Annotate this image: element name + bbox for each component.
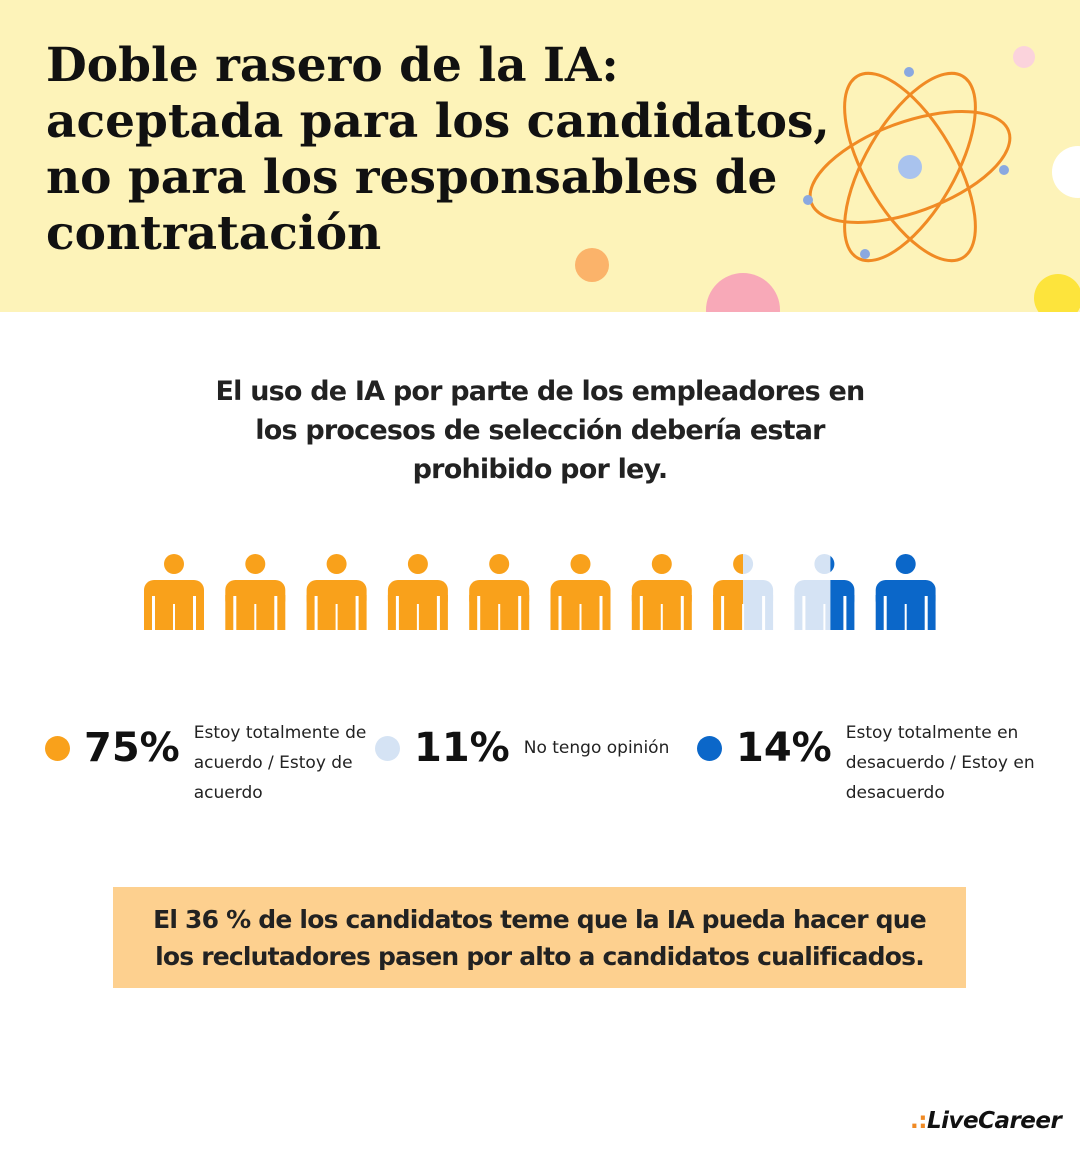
legend-item: 11% No tengo opinión (375, 718, 684, 778)
atom-dot (860, 249, 870, 259)
legend-item: 14% Estoy totalmente en desacuerdo / Esto… (697, 718, 1036, 808)
segment (830, 550, 936, 630)
legend-label: No tengo opinión (523, 738, 670, 758)
atom-dot (999, 165, 1009, 175)
legend-dot (45, 736, 70, 761)
legend-label: Estoy totalmente de acuerdo / Estoy de a… (193, 723, 367, 803)
bubble (1034, 274, 1080, 312)
segment (144, 550, 744, 630)
atom-dot (904, 67, 914, 77)
logo-mark: .: (910, 1108, 927, 1134)
value-label: 11% (414, 725, 510, 771)
legend-dot (697, 736, 722, 761)
bubble (1052, 146, 1080, 198)
bubble (575, 248, 609, 282)
logo: .:LiveCareer (910, 1108, 1062, 1134)
note: El 36 % de los candidatos teme que la IA… (113, 887, 966, 988)
segment (743, 550, 831, 630)
bubble (1013, 46, 1035, 68)
bubble (706, 273, 780, 312)
legend-label: Estoy totalmente en desacuerdo / Estoy e… (845, 723, 1035, 803)
atom-core (898, 155, 922, 179)
value-label: 14% (736, 725, 832, 771)
chart-title: El uso de IA por parte de los empleadore… (215, 376, 866, 485)
pictogram (144, 550, 936, 630)
atom-dot (803, 195, 813, 205)
header: Doble rasero de la IA: aceptada para los… (0, 0, 1080, 312)
value-label: 75% (84, 725, 180, 771)
decoration (575, 46, 1080, 312)
title: Doble rasero de la IA: aceptada para los… (46, 38, 830, 261)
legend-item: 75% Estoy totalmente de acuerdo / Estoy d… (45, 718, 384, 808)
logo-text: LiveCareer (926, 1108, 1062, 1134)
legend-dot (375, 736, 400, 761)
